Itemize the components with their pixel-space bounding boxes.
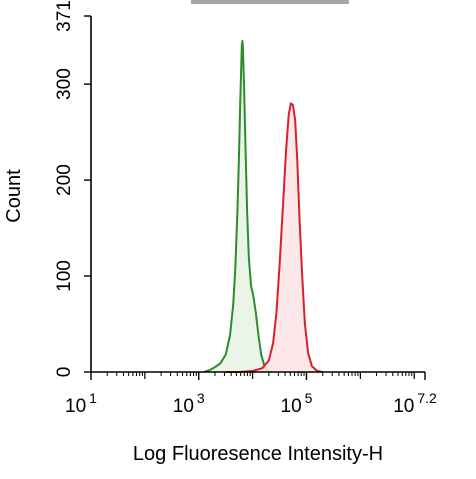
x-tick-label: 10 1: [65, 390, 97, 417]
gate-indicator-bar: [191, 0, 349, 4]
y-tick-label: 371: [54, 0, 75, 32]
x-tick-exponent: 7.2: [417, 390, 437, 406]
axes-layer: [90, 16, 425, 373]
x-tick-base: 10: [173, 396, 194, 417]
x-tick-base: 10: [281, 396, 302, 417]
y-tick-label: 100: [54, 260, 75, 292]
x-tick-exponent: 1: [89, 390, 97, 406]
y-tick-label: 300: [54, 68, 75, 100]
x-tick-label: 10 5: [281, 390, 313, 417]
x-tick-label: 10 3: [173, 390, 205, 417]
series-1-area: [225, 103, 323, 373]
series-1-line: [225, 102, 323, 373]
x-axis-title: Log Fluoresence Intensity-H: [133, 443, 383, 465]
x-tick-base: 10: [393, 396, 414, 417]
series-0-line: [203, 39, 272, 373]
x-tick-exponent: 5: [305, 390, 313, 406]
x-tick-base: 10: [65, 396, 86, 417]
y-tick-label: 200: [54, 164, 75, 196]
y-axis-title: Count: [3, 169, 25, 223]
x-tick-label: 10 7.2: [393, 390, 437, 417]
x-tick-exponent: 3: [197, 390, 205, 406]
series-layer: [203, 39, 323, 373]
y-tick-label: 0: [54, 367, 75, 378]
